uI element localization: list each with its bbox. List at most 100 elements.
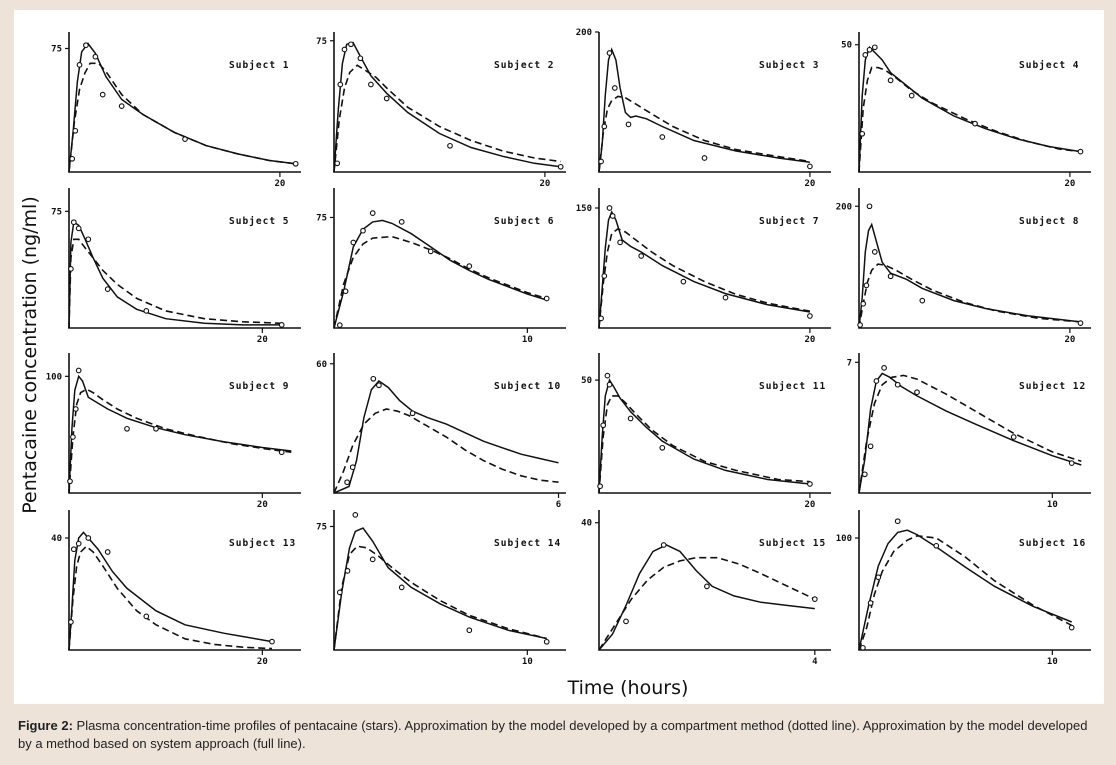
- y-tick-label: 75: [316, 522, 327, 532]
- subplot-title: Subject 3: [759, 60, 819, 71]
- observed-point: [606, 205, 613, 211]
- system-approach-model-line: [858, 222, 1081, 329]
- observed-point: [369, 556, 376, 563]
- observed-point: [617, 239, 623, 246]
- system-approach-model-line: [598, 378, 810, 494]
- figure-chart-grid: 20 75 Subject 1 20 75 Subject 2 20 200 Subject 3…: [19, 28, 1091, 699]
- observed-point: [857, 322, 863, 328]
- system-approach-model-line: [598, 210, 811, 329]
- observed-point: [601, 123, 608, 130]
- y-tick-label: 40: [581, 519, 592, 529]
- subplot-title: Subject 4: [1019, 60, 1079, 71]
- subplot-10: 6 60 Subject 10: [316, 353, 566, 510]
- observed-point: [360, 227, 366, 234]
- observed-point: [623, 618, 629, 625]
- observed-point: [914, 389, 920, 396]
- x-tick-label: 6: [556, 500, 561, 510]
- observed-point: [153, 425, 159, 432]
- observed-point: [85, 236, 92, 243]
- observed-point: [543, 295, 550, 302]
- observed-point: [70, 219, 77, 226]
- subplot-title: Subject 7: [759, 216, 819, 227]
- subplot-6: 10 75 Subject 6: [316, 188, 566, 345]
- x-tick-label: 20: [804, 335, 815, 345]
- y-tick-label: 40: [51, 534, 62, 544]
- observed-point: [398, 219, 405, 225]
- x-tick-label: 10: [1047, 500, 1058, 510]
- observed-point: [625, 121, 632, 128]
- observed-point: [72, 406, 79, 412]
- compartment-model-line: [68, 388, 292, 494]
- subplot-title: Subject 12: [1019, 381, 1086, 392]
- figure-caption: Figure 2: Plasma concentration-time prof…: [18, 717, 1103, 753]
- observed-point: [409, 410, 416, 417]
- observed-point: [75, 367, 82, 374]
- observed-point: [638, 253, 645, 259]
- observed-point: [278, 322, 285, 328]
- observed-point: [660, 542, 667, 548]
- subplot-title: Subject 6: [494, 216, 554, 227]
- x-tick-label: 10: [522, 657, 533, 667]
- observed-point: [887, 273, 894, 280]
- observed-point: [278, 449, 285, 456]
- y-tick-label: 75: [316, 37, 327, 47]
- observed-point: [609, 213, 616, 219]
- observed-point: [871, 249, 878, 255]
- axis-lines: [858, 510, 1091, 651]
- compartment-model-line: [858, 534, 1073, 651]
- x-tick-label: 20: [274, 179, 285, 189]
- subplot-title: Subject 10: [494, 381, 561, 392]
- observed-point: [70, 434, 76, 440]
- y-tick-label: 60: [316, 360, 327, 370]
- observed-point: [871, 44, 878, 51]
- observed-point: [807, 163, 813, 170]
- observed-point: [873, 378, 880, 384]
- x-tick-label: 20: [257, 657, 268, 667]
- compartment-model-line: [858, 66, 1081, 173]
- y-tick-label: 100: [46, 372, 62, 382]
- observed-point: [83, 42, 89, 49]
- axis-lines: [333, 510, 566, 651]
- observed-point: [862, 52, 869, 58]
- subplot-2: 20 75 Subject 2: [316, 32, 566, 189]
- observed-point: [933, 542, 940, 549]
- subplot-15: 4 40 Subject 15: [581, 510, 831, 667]
- subplot-title: Subject 15: [759, 538, 826, 549]
- observed-point: [75, 225, 82, 232]
- observed-point: [659, 134, 666, 140]
- observed-point: [118, 103, 125, 109]
- system-approach-model-line: [68, 42, 296, 173]
- observed-point: [606, 381, 613, 388]
- observed-point: [370, 375, 377, 382]
- axis-lines: [333, 353, 566, 494]
- y-tick-label: 200: [576, 28, 592, 38]
- compartment-model-line: [68, 545, 273, 651]
- observed-point: [1077, 148, 1084, 155]
- system-approach-model-line: [68, 531, 273, 651]
- axis-lines: [858, 353, 1091, 494]
- system-approach-model-line: [333, 41, 561, 173]
- observed-point: [604, 372, 611, 379]
- axis-lines: [68, 32, 301, 173]
- observed-point: [704, 583, 710, 590]
- observed-point: [357, 55, 364, 62]
- observed-point: [143, 613, 150, 620]
- system-approach-model-line: [858, 529, 1072, 651]
- observed-point: [124, 425, 130, 432]
- y-tick-label: 100: [836, 534, 852, 544]
- observed-point: [369, 210, 376, 216]
- observed-point: [143, 308, 150, 314]
- system-approach-model-line: [858, 372, 1082, 494]
- x-tick-label: 10: [522, 335, 533, 345]
- x-axis-label: Time (hours): [567, 677, 689, 699]
- observed-point: [182, 136, 188, 142]
- subplot-title: Subject 9: [229, 381, 289, 392]
- observed-point: [336, 322, 343, 328]
- observed-point: [342, 288, 349, 295]
- observed-point: [875, 574, 882, 581]
- system-approach-model-line: [68, 374, 292, 494]
- observed-point: [427, 248, 434, 255]
- compartment-model-line: [598, 227, 811, 329]
- observed-point: [350, 239, 357, 246]
- observed-point: [859, 130, 866, 137]
